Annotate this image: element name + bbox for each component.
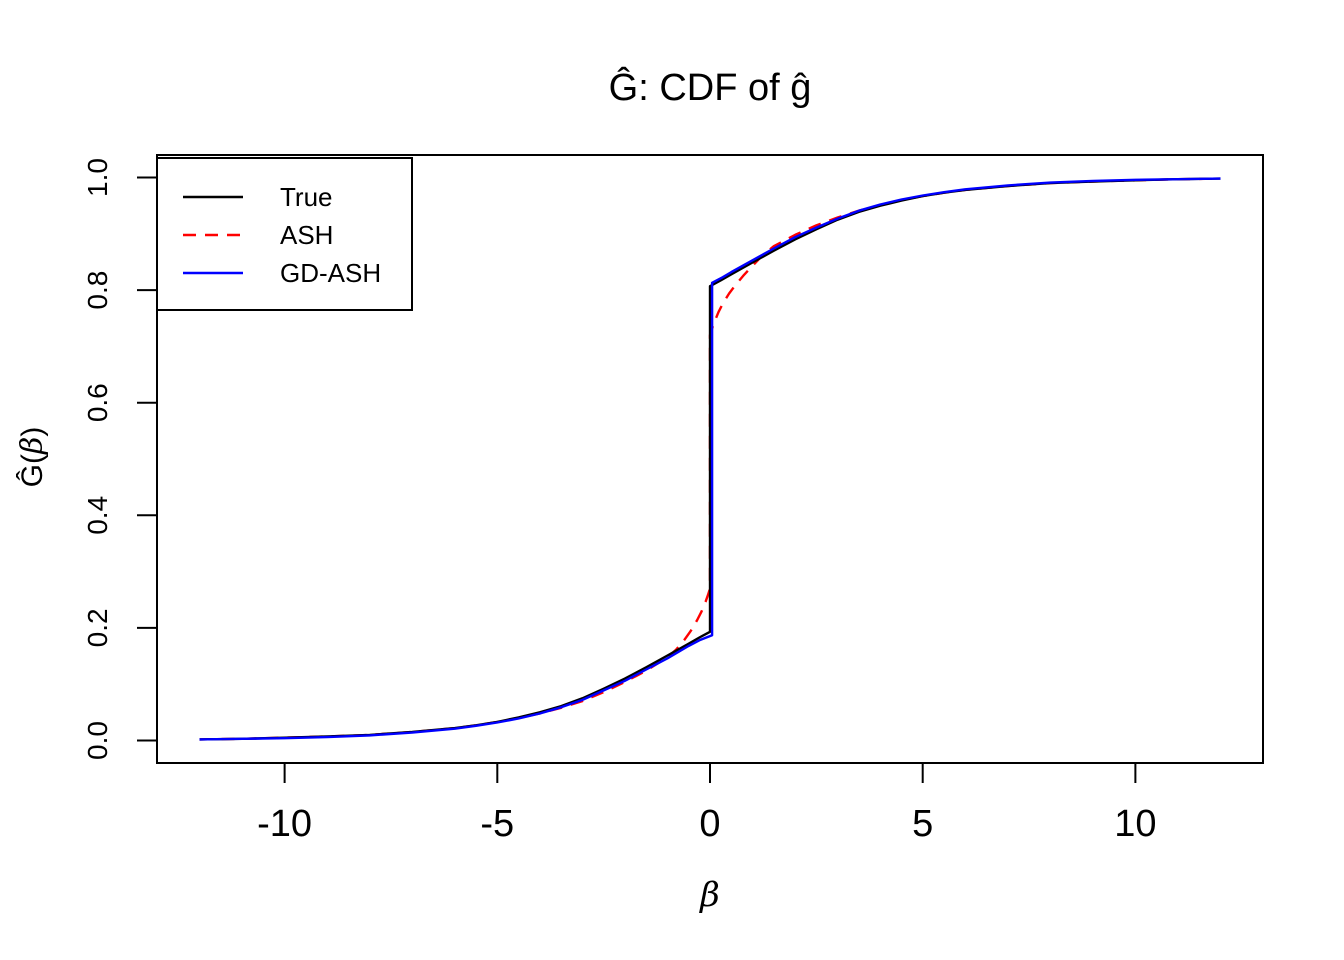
x-tick-label: 10: [1114, 803, 1156, 845]
curves-group: [199, 177, 1221, 741]
y-axis-label: Ĝ(β): [15, 427, 50, 488]
y-tick-label: 0.2: [82, 608, 113, 647]
legend: True ASH GD-ASH: [156, 157, 413, 311]
y-tick-label: 0.0: [82, 721, 113, 760]
curve-gd-ash: [199, 177, 1221, 741]
legend-box: [156, 157, 413, 311]
plot-title: Ĝ: CDF of ĝ: [609, 65, 812, 109]
x-axis-label: β: [698, 875, 720, 915]
y-axis-label-beta: β: [15, 437, 50, 455]
y-axis: 0.0 0.2 0.4 0.6 0.8 1.0: [82, 158, 157, 760]
x-tick-label: 5: [912, 803, 933, 845]
x-axis: -10 -5 0 5 10: [257, 763, 1157, 845]
y-tick-label: 0.6: [82, 383, 113, 422]
x-tick-label: 0: [699, 803, 720, 845]
legend-label-true: True: [280, 182, 333, 212]
y-axis-label-prefix: Ĝ(: [15, 454, 49, 487]
legend-label-gdash: GD-ASH: [280, 258, 381, 288]
y-tick-label: 1.0: [82, 158, 113, 197]
y-tick-label: 0.8: [82, 271, 113, 310]
legend-label-ash: ASH: [280, 220, 333, 250]
y-axis-label-suffix: ): [16, 427, 49, 437]
x-tick-label: -5: [480, 803, 514, 845]
y-tick-label: 0.4: [82, 496, 113, 535]
x-tick-label: -10: [257, 803, 312, 845]
